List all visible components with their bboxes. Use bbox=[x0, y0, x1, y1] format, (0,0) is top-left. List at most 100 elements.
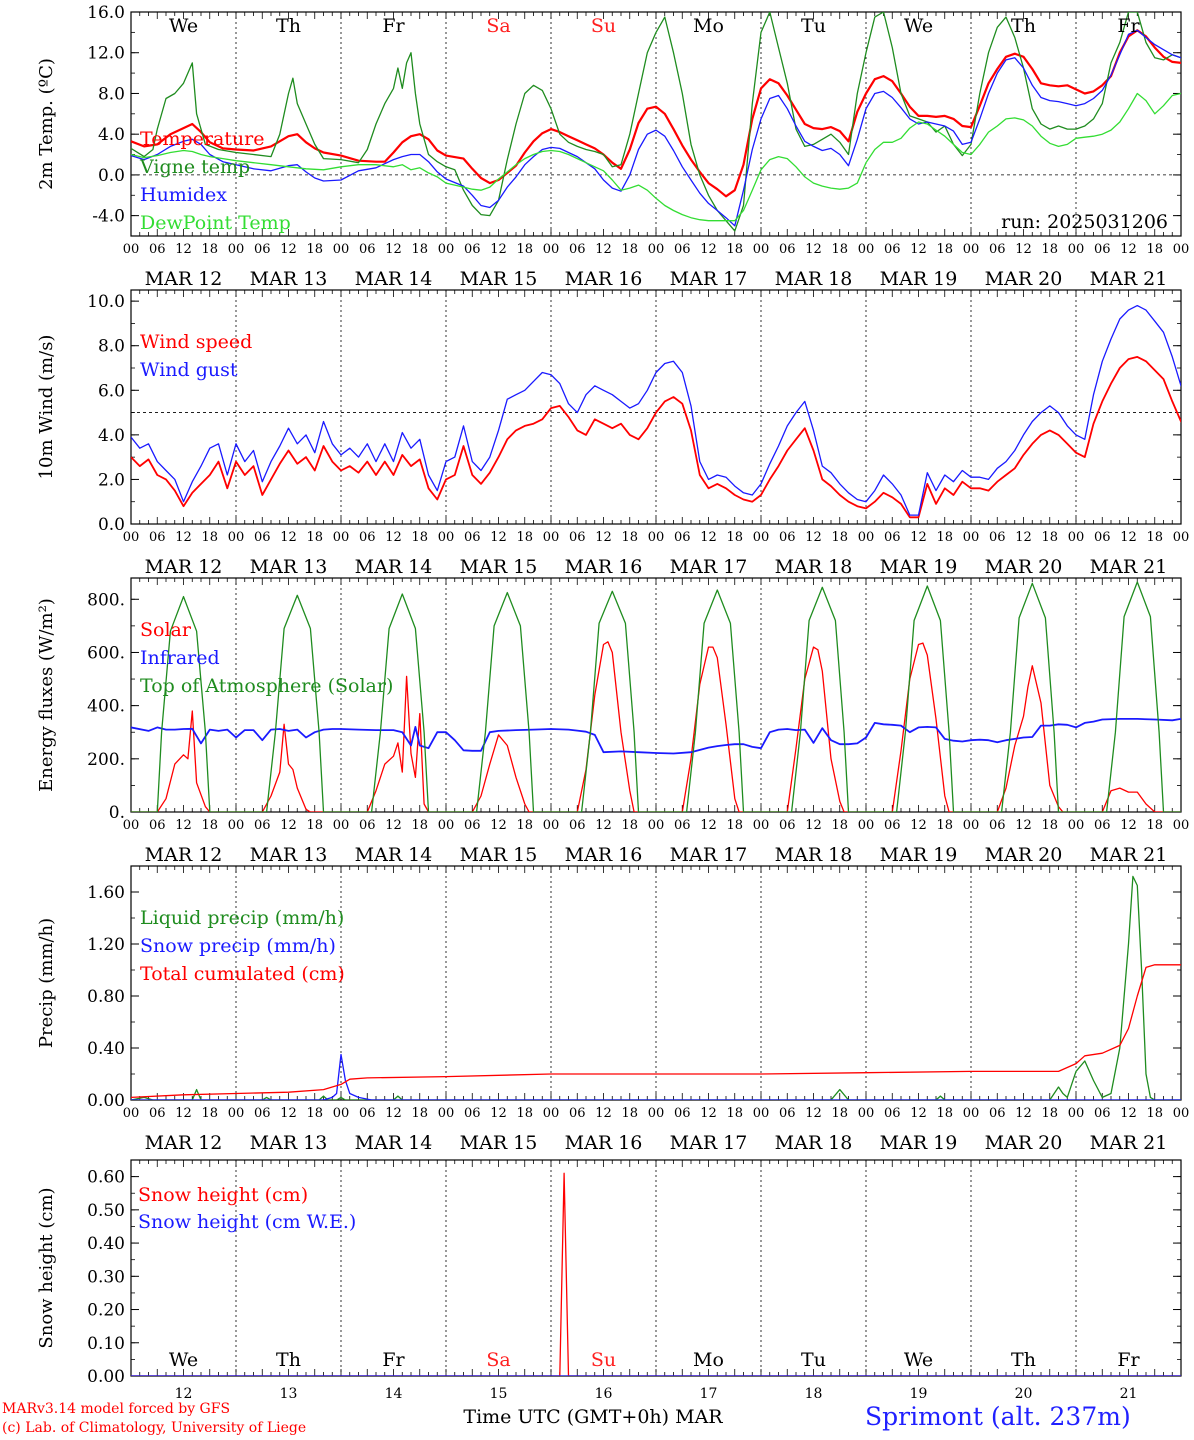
weekday-label: Tu bbox=[801, 15, 826, 37]
hour-tick-label: 00 bbox=[963, 530, 980, 545]
weekday-label: Su bbox=[591, 1349, 616, 1371]
hour-tick-label: 18 bbox=[726, 530, 743, 545]
date-label: MAR 15 bbox=[460, 844, 538, 866]
hour-tick-label: 18 bbox=[1041, 1106, 1058, 1121]
weekday-label: We bbox=[904, 15, 933, 37]
hour-tick-label: 18 bbox=[306, 818, 323, 833]
panel-2: 0.0 2.0 4.0 6.0 8.0 10.0 10m Wind (m/s) Wind sp… bbox=[36, 289, 1189, 578]
y-tick-label: 4.0 bbox=[98, 426, 125, 446]
hour-tick-label: 06 bbox=[254, 530, 271, 545]
y-tick-label: 2.0 bbox=[98, 470, 125, 490]
hour-tick-label: 12 bbox=[280, 242, 297, 257]
hour-tick-label: 12 bbox=[700, 242, 717, 257]
legend-entry: Infrared bbox=[140, 647, 220, 669]
hour-tick-label: 00 bbox=[123, 1106, 140, 1121]
weekday-label: We bbox=[169, 15, 198, 37]
series-line-1 bbox=[131, 641, 1181, 812]
legend-entry: Snow height (cm) bbox=[138, 1184, 308, 1206]
date-label: MAR 20 bbox=[985, 1132, 1063, 1154]
x-axis-title: Time UTC (GMT+0h) MAR bbox=[463, 1406, 723, 1428]
series-line-1 bbox=[131, 356, 1181, 519]
hour-tick-label: 00 bbox=[858, 1106, 875, 1121]
hour-tick-label: 12 bbox=[175, 1106, 192, 1121]
date-label: MAR 12 bbox=[145, 556, 223, 578]
hour-tick-label: 06 bbox=[149, 530, 166, 545]
hour-tick-label: 06 bbox=[464, 1106, 481, 1121]
date-label: MAR 18 bbox=[775, 268, 853, 290]
hour-tick-label: 12 bbox=[175, 530, 192, 545]
y-tick-label: 0.00 bbox=[87, 1091, 125, 1111]
date-label: MAR 12 bbox=[145, 268, 223, 290]
site-label: Sprimont (alt. 237m) bbox=[865, 1402, 1131, 1431]
y-tick-label: 200. bbox=[87, 750, 125, 770]
hour-tick-label: 18 bbox=[936, 1106, 953, 1121]
hour-tick-label: 18 bbox=[516, 1106, 533, 1121]
hour-tick-label: 18 bbox=[936, 530, 953, 545]
date-label: MAR 16 bbox=[565, 556, 643, 578]
y-axis-title: Energy fluxes (W/m²) bbox=[36, 598, 57, 792]
hour-tick-label: 12 bbox=[280, 530, 297, 545]
hour-tick-label: 12 bbox=[385, 1106, 402, 1121]
weekday-label: We bbox=[169, 1349, 198, 1371]
date-label: MAR 12 bbox=[145, 1132, 223, 1154]
hour-tick-label: 12 bbox=[1015, 530, 1032, 545]
y-tick-label: 4.0 bbox=[98, 125, 125, 145]
series-line-2 bbox=[131, 717, 1181, 755]
y-tick-label: -4.0 bbox=[92, 207, 125, 227]
date-label: MAR 17 bbox=[670, 844, 748, 866]
day-number-label: 16 bbox=[595, 1386, 613, 1402]
y-axis-title: Precip (mm/h) bbox=[36, 918, 57, 1048]
hour-tick-label: 00 bbox=[753, 530, 770, 545]
hour-tick-label: 18 bbox=[516, 530, 533, 545]
hour-tick-label: 12 bbox=[1015, 818, 1032, 833]
y-tick-label: 0.20 bbox=[87, 1301, 125, 1321]
y-axis-title: 2m Temp. (ºC) bbox=[36, 58, 57, 190]
hour-tick-label: 00 bbox=[753, 1106, 770, 1121]
hour-tick-label: 00 bbox=[963, 1106, 980, 1121]
hour-tick-label: 00 bbox=[228, 818, 245, 833]
hour-tick-label: 12 bbox=[595, 242, 612, 257]
hour-tick-label: 06 bbox=[989, 242, 1006, 257]
hour-tick-label: 12 bbox=[910, 530, 927, 545]
hour-tick-label: 12 bbox=[595, 530, 612, 545]
date-label: MAR 21 bbox=[1090, 268, 1168, 290]
date-label: MAR 15 bbox=[460, 1132, 538, 1154]
date-label: MAR 16 bbox=[565, 844, 643, 866]
date-label: MAR 18 bbox=[775, 556, 853, 578]
hour-tick-label: 18 bbox=[201, 818, 218, 833]
hour-tick-label: 06 bbox=[149, 818, 166, 833]
hour-tick-label: 00 bbox=[333, 1106, 350, 1121]
hour-tick-label: 06 bbox=[569, 1106, 586, 1121]
hour-tick-label: 06 bbox=[674, 242, 691, 257]
hour-tick-label: 12 bbox=[1120, 1106, 1137, 1121]
legend-entry: Wind speed bbox=[140, 331, 252, 353]
legend-entry: Temperature bbox=[140, 128, 264, 150]
y-tick-label: 0.30 bbox=[87, 1267, 125, 1287]
hour-tick-label: 00 bbox=[1173, 1106, 1190, 1121]
weekday-label: Tu bbox=[801, 1349, 826, 1371]
hour-tick-label: 00 bbox=[1173, 242, 1190, 257]
date-label: MAR 15 bbox=[460, 268, 538, 290]
hour-tick-label: 00 bbox=[648, 1106, 665, 1121]
weekday-label: We bbox=[904, 1349, 933, 1371]
hour-tick-label: 06 bbox=[464, 242, 481, 257]
hour-tick-label: 12 bbox=[280, 1106, 297, 1121]
hour-tick-label: 12 bbox=[1015, 242, 1032, 257]
hour-tick-label: 00 bbox=[963, 818, 980, 833]
plot-area bbox=[131, 12, 1181, 232]
series-line-4 bbox=[131, 92, 1181, 222]
hour-tick-label: 06 bbox=[1094, 818, 1111, 833]
hour-tick-label: 12 bbox=[700, 530, 717, 545]
hour-tick-label: 06 bbox=[464, 818, 481, 833]
hour-tick-label: 00 bbox=[963, 242, 980, 257]
plot-area bbox=[131, 581, 1181, 812]
date-label: MAR 19 bbox=[880, 556, 958, 578]
date-label: MAR 14 bbox=[355, 556, 433, 578]
y-tick-label: 1.20 bbox=[87, 935, 125, 955]
day-number-label: 19 bbox=[910, 1386, 928, 1402]
hour-tick-label: 12 bbox=[385, 530, 402, 545]
hour-tick-label: 12 bbox=[805, 530, 822, 545]
plot-area bbox=[131, 875, 1181, 1100]
y-tick-label: 0.10 bbox=[87, 1334, 125, 1354]
hour-tick-label: 06 bbox=[569, 530, 586, 545]
